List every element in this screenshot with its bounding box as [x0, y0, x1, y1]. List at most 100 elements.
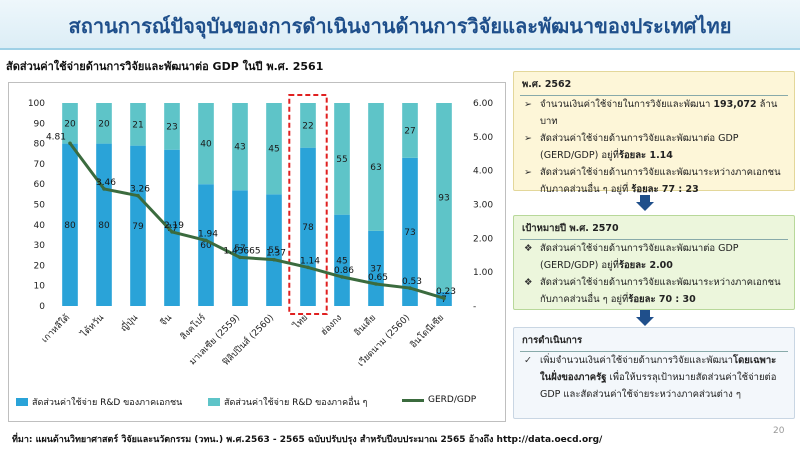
source-note: ที่มา: แผนด้านวิทยาศาสตร์ วิจัยและนวัตกร… — [12, 435, 603, 445]
gerd-point — [170, 230, 174, 234]
gerd-point — [136, 193, 140, 198]
panel-2562-bullet: ➢ สัดส่วนค่าใช้จ่ายด้านการวิจัยและพัฒนาต… — [514, 130, 794, 164]
bar-other — [198, 103, 214, 185]
gerd-label: 2.19 — [164, 221, 184, 231]
bar-private-label: 77 — [166, 224, 177, 234]
panel-action-divider — [520, 351, 788, 352]
y-tick-label: 20 — [34, 261, 46, 271]
bullet-bold: โดยเฉพาะในฝั่งของภาครัฐ — [540, 355, 777, 383]
x-tick-label: สิงคโปร์ — [178, 312, 209, 343]
bullet-text: สัดส่วนค่าใช้จ่ายด้านการวิจัยและพัฒนาระห… — [540, 277, 781, 305]
y-tick-label: 10 — [34, 282, 46, 292]
x-tick-label: จีน — [158, 312, 174, 328]
title-bar: สถานการณ์ปัจจุบันของการดำเนินงานด้านการว… — [0, 0, 800, 50]
bar-other-label: 40 — [200, 140, 212, 150]
y2-tick-label: 1.00 — [473, 268, 493, 278]
diamond-bullet-icon: ❖ — [524, 277, 533, 288]
panel-2570: เป้าหมายปี พ.ศ. 2570 ❖ สัดส่วนค่าใช้จ่าย… — [513, 215, 795, 310]
x-tick-label: อินโดนีเซีย — [408, 312, 446, 350]
gerd-point — [238, 255, 242, 260]
legend-swatch-other — [208, 398, 220, 406]
panel-2562-divider — [520, 95, 788, 96]
bar-private-label: 80 — [64, 221, 76, 231]
gerd-point — [374, 282, 378, 286]
y-tick-label: 70 — [34, 160, 46, 170]
bar-private — [266, 194, 282, 306]
bullet-text: สัดส่วนค่าใช้จ่ายด้านการวิจัยและพัฒนาต่อ… — [540, 243, 739, 271]
bar-other — [266, 103, 282, 195]
gerd-label: 1.14 — [300, 256, 320, 266]
y-tick-label: 60 — [34, 180, 46, 190]
gerd-point — [340, 275, 344, 279]
bar-other-label: 27 — [404, 126, 415, 136]
x-tick-label: ญี่ปุ่น — [117, 311, 140, 334]
x-tick-label: ฮ่องกง — [319, 313, 344, 338]
y2-tick-label: - — [473, 302, 476, 312]
gerd-point — [442, 296, 446, 301]
arrow-bullet-icon: ➢ — [524, 167, 532, 178]
bar-other — [334, 103, 350, 215]
gerd-point — [102, 187, 106, 191]
bar-other — [436, 103, 452, 292]
bar-private-label: 79 — [132, 222, 144, 232]
slide-title: สถานการณ์ปัจจุบันของการดำเนินงานด้านการว… — [68, 14, 732, 38]
gerd-point — [272, 257, 276, 262]
panel-action: การดำเนินการ ✓ เพิ่มจำนวนเงินค่าใช้จ่ายด… — [513, 327, 795, 419]
legend-item-other: สัดส่วนค่าใช้จ่าย R&D ของภาคอื่น ๆ — [208, 395, 367, 409]
bar-other — [62, 103, 78, 144]
y2-tick-label: 6.00 — [473, 99, 493, 109]
bar-private-label: 78 — [302, 223, 314, 233]
legend-label-private: สัดส่วนค่าใช้จ่าย R&D ของภาคเอกชน — [32, 398, 183, 408]
y2-tick-label: 5.00 — [473, 133, 493, 143]
arrow-bullet-icon: ➢ — [524, 133, 532, 144]
panel-2562-bullet: ➢ สัดส่วนค่าใช้จ่ายด้านการวิจัยและพัฒนาร… — [514, 164, 794, 198]
bullet-bold: ร้อยละ 2.00 — [618, 260, 673, 271]
legend-label-other: สัดส่วนค่าใช้จ่าย R&D ของภาคอื่น ๆ — [224, 398, 368, 408]
bar-private-label: 57 — [234, 244, 245, 254]
bar-private-label: 80 — [98, 221, 110, 231]
chart-frame: 0 10 20 30 40 50 60 70 80 90 100 - 1.00 2.00 3.00 4.00 5… — [8, 82, 506, 422]
highlight-box — [288, 94, 328, 315]
y2-tick-label: 4.00 — [473, 167, 493, 177]
rd-chart: 0 10 20 30 40 50 60 70 80 90 100 - 1.00 2.00 3.00 4.00 5… — [28, 94, 493, 369]
bullet-bold: ร้อยละ 70 : 30 — [628, 294, 696, 305]
bar-other-label: 63 — [370, 163, 381, 173]
bar-other — [232, 103, 248, 191]
bar-other-label: 20 — [98, 119, 110, 129]
bar-private — [368, 230, 384, 306]
gerd-label: 0.86 — [334, 266, 354, 276]
bar-private — [402, 157, 418, 306]
panel-2562-bullet: ➢ จำนวนเงินค่าใช้จ่ายในการวิจัยและพัฒนา … — [514, 96, 794, 130]
bar-private — [232, 190, 248, 306]
panel-action-heading: การดำเนินการ — [522, 335, 583, 346]
bar-private-label: 55 — [268, 246, 279, 256]
panel-action-bullet: ✓ เพิ่มจำนวนเงินค่าใช้จ่ายด้านการวิจัยแล… — [514, 352, 794, 403]
bar-other-label: 55 — [336, 155, 347, 165]
gerd-point — [68, 141, 72, 146]
y-tick-label: 50 — [34, 201, 46, 211]
gerd-point — [408, 286, 412, 290]
y-tick-label: 80 — [34, 140, 46, 150]
bar-private — [130, 145, 146, 306]
bullet-text: เพื่อให้บรรลุเป้าหมายสัดส่วนค่าใช้จ่ายต่… — [540, 372, 777, 400]
arrow-bullet-icon: ➢ — [524, 99, 532, 110]
bar-private — [164, 149, 180, 306]
bar-other — [368, 103, 384, 231]
y-tick-label: 30 — [34, 241, 46, 251]
gerd-label: 0.23 — [436, 287, 456, 297]
bar-other — [300, 103, 316, 148]
gerd-point — [204, 238, 208, 243]
bar-private — [62, 143, 78, 306]
bullet-text: สัดส่วนค่าใช้จ่ายด้านการวิจัยและพัฒนาระห… — [540, 167, 781, 195]
bar-other — [402, 103, 418, 158]
bar-other — [96, 103, 112, 144]
bar-private-label: 37 — [370, 264, 381, 274]
x-tick-label: เกาหลีใต้ — [39, 312, 72, 345]
gerd-label: 1.43665 — [223, 246, 260, 256]
chart-subtitle: สัดส่วนค่าใช้จ่ายด้านการวิจัยและพัฒนาต่อ… — [6, 60, 324, 73]
diamond-bullet-icon: ❖ — [524, 243, 533, 254]
bar-private-label: 60 — [200, 241, 212, 251]
x-tick-label: อินเดีย — [352, 312, 378, 338]
legend-item-private: สัดส่วนค่าใช้จ่าย R&D ของภาคเอกชน — [16, 395, 182, 409]
y-tick-label: 100 — [28, 99, 45, 109]
